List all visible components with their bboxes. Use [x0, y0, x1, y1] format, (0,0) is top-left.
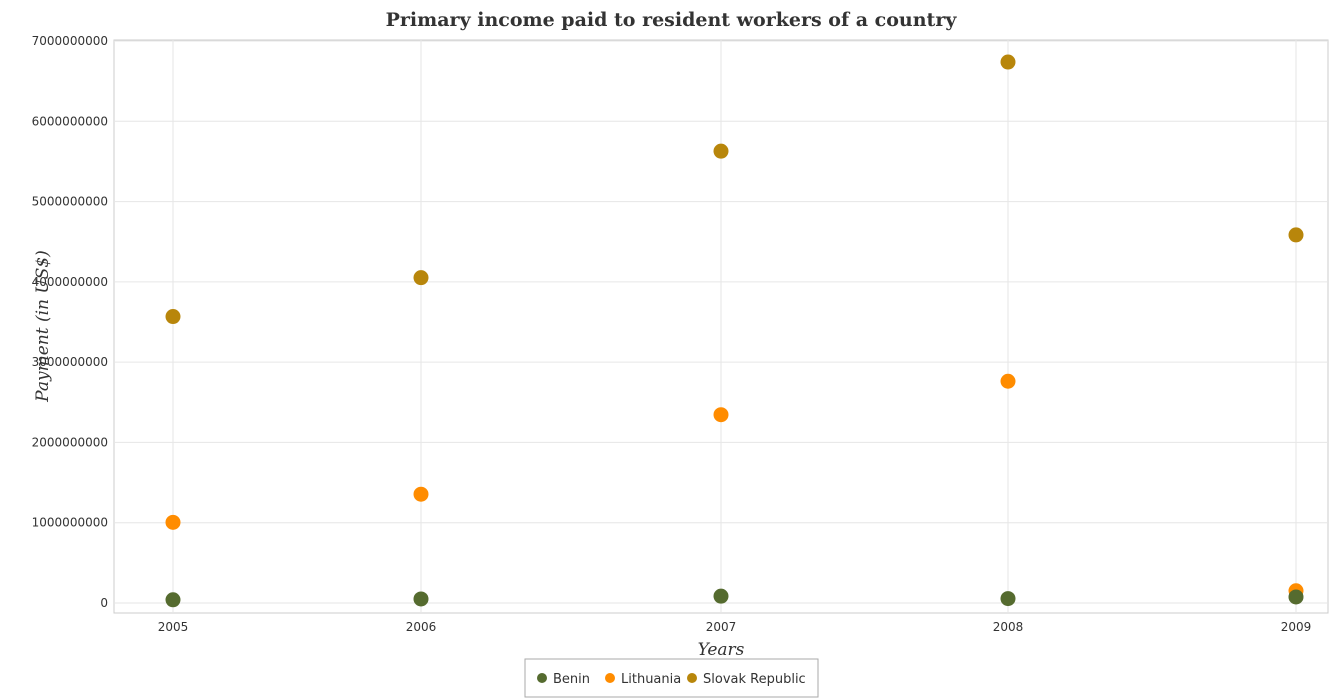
- legend-box: [524, 658, 819, 698]
- x-tick-label: 2009: [1281, 620, 1312, 634]
- legend-marker-lithuania: [605, 673, 615, 683]
- point-lithuania-2005: [165, 514, 181, 530]
- y-tick-labels: 0 1000000000 2000000000 3000000000 400000000…: [32, 34, 108, 610]
- point-benin-2007: [713, 588, 729, 604]
- point-benin-2005: [165, 592, 181, 608]
- legend-label: Benin: [553, 672, 590, 687]
- x-axis-title: Years: [698, 640, 745, 660]
- point-slovak-republic-2006: [413, 270, 429, 286]
- chart-title: Primary income paid to resident workers …: [386, 9, 958, 31]
- point-slovak-republic-2007: [713, 143, 729, 159]
- point-slovak-republic-2008: [1000, 54, 1016, 70]
- y-tick-label: 2000000000: [32, 435, 108, 449]
- y-tick-label: 7000000000: [32, 34, 108, 48]
- x-tick-label: 2006: [406, 620, 437, 634]
- point-slovak-republic-2009: [1288, 227, 1304, 243]
- point-lithuania-2006: [413, 486, 429, 502]
- point-lithuania-2008: [1000, 373, 1016, 389]
- y-axis-title: Payment (in US$): [33, 250, 53, 403]
- legend-label: Lithuania: [621, 672, 681, 687]
- legend-label: Slovak Republic: [703, 672, 806, 687]
- y-tick-label: 1000000000: [32, 516, 108, 530]
- point-slovak-republic-2005: [165, 309, 181, 325]
- x-tick-label: 2005: [158, 620, 189, 634]
- point-benin-2008: [1000, 591, 1016, 607]
- x-tick-label: 2007: [706, 620, 737, 634]
- point-lithuania-2007: [713, 407, 729, 423]
- y-tick-label: 6000000000: [32, 114, 108, 128]
- point-benin-2006: [413, 591, 429, 607]
- y-tick-label: 5000000000: [32, 195, 108, 209]
- x-tick-label: 2008: [993, 620, 1024, 634]
- y-tick-label: 4000000000: [32, 275, 108, 289]
- legend-marker-slovak-republic: [687, 673, 697, 683]
- point-benin-2009: [1288, 589, 1304, 605]
- legend: Benin Lithuania Slovak Republic: [524, 658, 819, 698]
- y-tick-label: 3000000000: [32, 355, 108, 369]
- data-points: [165, 54, 1304, 608]
- x-tick-labels: 2005 2006 2007 2008 2009: [158, 620, 1312, 634]
- y-tick-label: 0: [100, 596, 108, 610]
- legend-marker-benin: [537, 673, 547, 683]
- grid-lines: [114, 40, 1328, 613]
